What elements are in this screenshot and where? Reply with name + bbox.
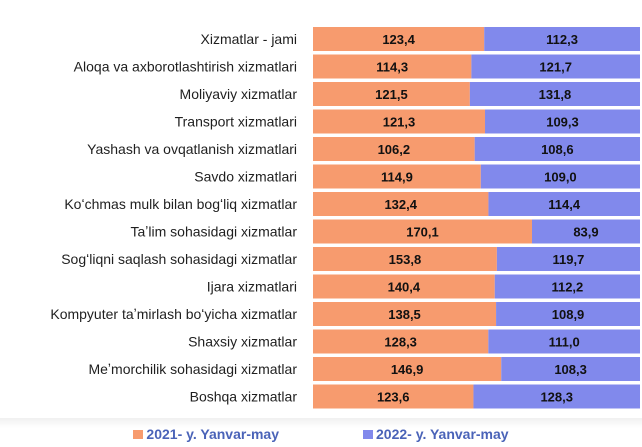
bar-2022: [488, 329, 640, 354]
value-label-2022: 108,9: [552, 307, 585, 322]
bar-2021: [313, 109, 486, 134]
bar-2022: [485, 109, 640, 134]
value-label-2021: 132,4: [384, 197, 417, 212]
bar-2021: [313, 384, 474, 409]
bar-2022: [496, 302, 640, 326]
value-label-2021: 114,9: [381, 170, 413, 185]
value-label-2021: 123,4: [382, 32, 415, 47]
value-label-2021: 138,5: [388, 307, 421, 322]
bar-2021: [313, 82, 470, 106]
category-label: Yashash va ovqatlanish xizmatlari: [87, 141, 297, 157]
value-label-2021: 121,3: [383, 115, 416, 130]
bar-2021: [313, 27, 485, 51]
value-label-2021: 170,1: [406, 225, 439, 240]
category-label: Moliyaviy xizmatlar: [180, 86, 298, 102]
category-labels: Xizmatlar - jami Aloqa va axborotlashtiri…: [50, 31, 297, 405]
value-labels: 123,4 112,3 114,3 121,7 121,5 131,8 121,3 109,3…: [375, 32, 598, 405]
value-label-2022: 112,2: [551, 280, 583, 295]
bar-2021: [313, 137, 475, 161]
value-label-2022: 109,0: [544, 170, 577, 185]
legend-item-2022: 2022- y. Yanvar-may: [363, 424, 509, 444]
bar-2022: [469, 82, 640, 106]
value-label-2022: 83,9: [573, 225, 598, 240]
legend-label-2022: 2022- y. Yanvar-may: [376, 426, 509, 442]
category-label: Taʼlim sohasidagi xizmatlar: [130, 224, 297, 240]
category-label: Transport xizmatlari: [175, 114, 297, 130]
bar-2022: [494, 274, 640, 299]
bar-2022: [484, 27, 640, 51]
legend-swatch-2022: [363, 429, 373, 439]
value-label-2022: 108,3: [554, 362, 587, 377]
bar-2022: [531, 219, 640, 244]
value-label-2022: 121,7: [539, 60, 572, 75]
category-label: Savdo xizmatlari: [194, 169, 297, 185]
legend-swatch-2021: [133, 429, 144, 439]
value-label-2022: 119,7: [553, 252, 585, 267]
bar-2021: [313, 274, 495, 299]
category-label: Kompyuter taʼmirlash boʻyicha xizmatlar: [50, 306, 297, 322]
value-label-2022: 112,3: [546, 32, 578, 47]
legend-label-2021: 2021- y. Yanvar-may: [146, 426, 279, 442]
legend: 2021- y. Yanvar-may 2022- y. Yanvar-may: [0, 424, 642, 444]
category-label: Sogʻliqni saqlash sohasidagi xizmatlar: [61, 251, 297, 267]
value-label-2022: 108,6: [541, 142, 574, 157]
value-label-2021: 140,4: [388, 280, 421, 295]
value-label-2021: 121,5: [375, 87, 408, 102]
value-label-2022: 131,8: [539, 87, 572, 102]
bar-2021: [313, 192, 489, 216]
bar-2022: [471, 54, 640, 79]
category-label: Boshqa xizmatlar: [190, 389, 298, 405]
category-label: Meʼmorchilik sohasidagi xizmatlar: [88, 361, 297, 377]
value-label-2021: 153,8: [389, 252, 422, 267]
category-label: Shaxsiy xizmatlar: [188, 334, 297, 350]
value-label-2021: 123,6: [377, 390, 410, 405]
bar-2022: [474, 137, 640, 161]
category-label: Koʻchmas mulk bilan bogʻliq xizmatlar: [64, 196, 297, 212]
bar-2022: [473, 384, 640, 409]
bar-2022: [488, 192, 640, 216]
bar-2021: [313, 54, 472, 79]
bar-2022: [496, 247, 640, 271]
value-label-2021: 146,9: [391, 362, 424, 377]
bars: [313, 27, 640, 409]
value-label-2022: 114,4: [548, 197, 581, 212]
value-label-2022: 109,3: [546, 115, 579, 130]
bar-2021: [313, 302, 497, 326]
category-label: Xizmatlar - jami: [201, 31, 297, 47]
bottom-shadow: [0, 418, 642, 428]
category-label: Ijara xizmatlari: [207, 279, 297, 295]
value-label-2021: 114,3: [376, 60, 408, 75]
bar-2022: [480, 164, 640, 189]
category-label: Aloqa va axborotlashtirish xizmatlari: [74, 59, 297, 75]
bar-2021: [313, 357, 502, 381]
bar-2021: [313, 164, 481, 189]
bar-2021: [313, 247, 497, 271]
bar-2022: [501, 357, 640, 381]
value-label-2022: 111,0: [549, 335, 580, 350]
value-label-2022: 128,3: [540, 390, 573, 405]
bar-2021: [313, 329, 489, 354]
value-label-2021: 106,2: [378, 142, 411, 157]
legend-item-2021: 2021- y. Yanvar-may: [133, 424, 279, 444]
bar-2021: [313, 219, 532, 244]
value-label-2021: 128,3: [384, 335, 417, 350]
